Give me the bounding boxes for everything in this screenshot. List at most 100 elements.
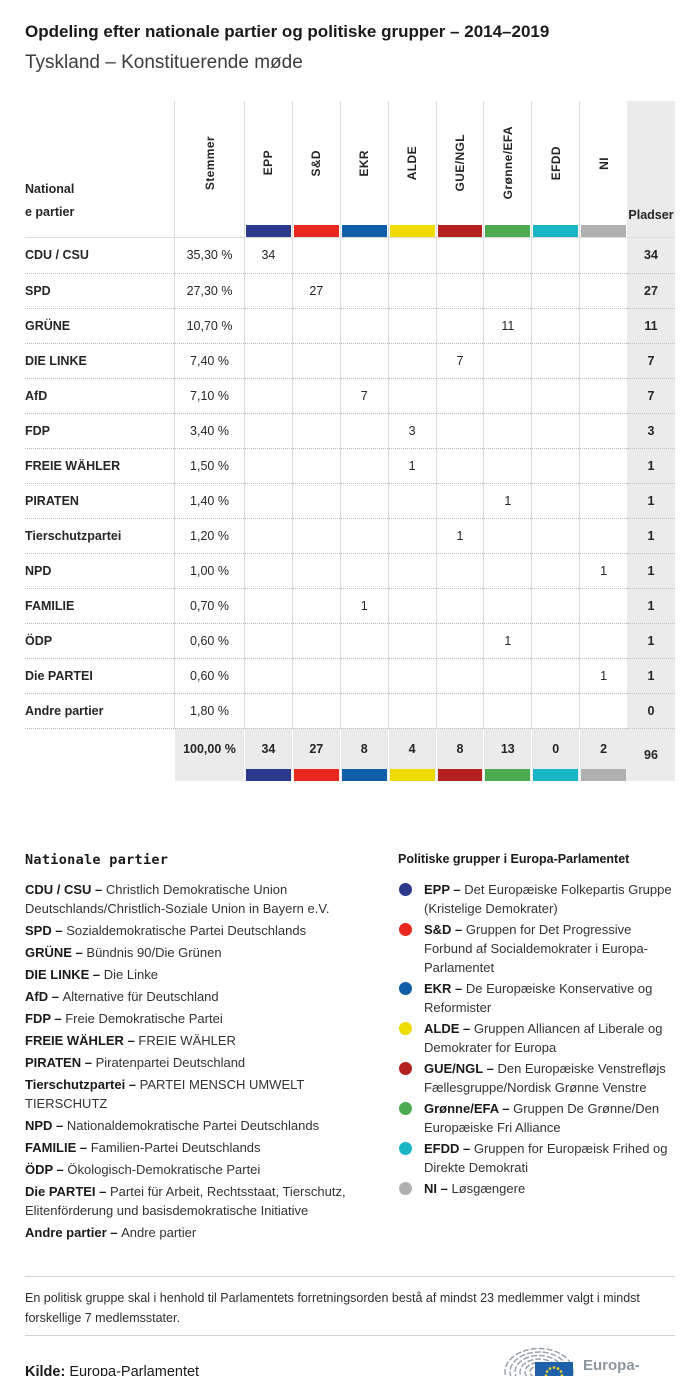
- group-name-label: Grønne/EFA: [500, 126, 515, 200]
- seat-count-cell: [244, 378, 292, 413]
- seat-count-cell: [339, 623, 388, 658]
- group-full-name: Gruppen for Det Progressive Forbund af S…: [424, 922, 649, 975]
- seats-total-cell: 0: [627, 693, 675, 728]
- seat-count-cell: [387, 553, 436, 588]
- col-header-stemmer: Stemmer: [174, 101, 244, 238]
- seat-count-cell: [244, 413, 292, 448]
- group-color-dot: [399, 883, 412, 896]
- seat-count-cell: [339, 308, 388, 343]
- seat-count-cell: [531, 588, 580, 623]
- votes-value: 7,10 %: [174, 378, 244, 413]
- party-abbreviation: FAMILIE –: [25, 1140, 91, 1155]
- logo-text-line1: Europa-: [583, 1357, 640, 1374]
- seat-count-cell: [387, 483, 436, 518]
- party-full-name: Christlich Demokratische Union Deutschla…: [25, 882, 330, 916]
- group-abbreviation: S&D –: [424, 922, 466, 937]
- seat-count-cell: [435, 238, 484, 273]
- group-color-bar: [485, 769, 531, 781]
- party-full-name: Ökologisch-Demokratische Partei: [67, 1162, 261, 1177]
- group-abbreviation: EKR –: [424, 981, 466, 996]
- seat-count-cell: [483, 378, 532, 413]
- group-color-bar: [293, 225, 339, 237]
- col-header-label-line: National: [25, 182, 75, 196]
- seat-count-cell: [387, 238, 436, 273]
- group-name-label: EPP: [261, 150, 276, 176]
- party-full-name: Alternative für Deutschland: [62, 989, 219, 1004]
- seat-count-cell: [483, 343, 532, 378]
- group-color-dot: [399, 982, 412, 995]
- party-full-name: FREIE WÄHLER: [138, 1033, 236, 1048]
- seats-total-cell: 1: [627, 588, 675, 623]
- seat-count-cell: 3: [387, 413, 436, 448]
- group-color-bar: [581, 769, 626, 781]
- seat-count-cell: [339, 343, 388, 378]
- political-groups-heading: Politiske grupper i Europa-Parlamentet: [398, 852, 630, 866]
- seat-count-cell: [244, 588, 292, 623]
- seat-count-cell: [483, 273, 532, 308]
- party-full-name: Nationaldemokratische Partei Deutschland…: [66, 1118, 320, 1133]
- party-abbreviation: SPD –: [25, 923, 67, 938]
- group-color-dot: [399, 1062, 412, 1075]
- group-color-bar: [581, 225, 626, 237]
- total-seat-count: 13: [483, 728, 532, 781]
- seat-count-cell: 7: [339, 378, 388, 413]
- total-seat-count: 27: [291, 728, 340, 781]
- seat-count-cell: [531, 448, 580, 483]
- group-color-bar: [341, 769, 387, 781]
- group-full-name: De Europæiske Konservative og Reformiste…: [424, 981, 653, 1015]
- votes-value: 0,70 %: [174, 588, 244, 623]
- seat-count-cell: [387, 308, 436, 343]
- party-name: FREIE WÄHLER: [25, 448, 174, 483]
- seat-count-cell: [579, 273, 627, 308]
- seat-count-cell: [291, 553, 340, 588]
- footnote: En politisk gruppe skal i henhold til Pa…: [25, 1291, 640, 1325]
- party-name: AfD: [25, 378, 174, 413]
- ep-hemicycle-logo-icon: Europa- Parlamentet: [504, 1347, 669, 1376]
- seat-count-cell: 1: [339, 588, 388, 623]
- votes-value: 0,60 %: [174, 658, 244, 693]
- seat-count-cell: [339, 413, 388, 448]
- national-parties-entries: CDU / CSU – Christlich Demokratische Uni…: [25, 880, 377, 1242]
- seat-count-cell: [291, 238, 340, 273]
- page-subtitle: Tyskland – Konstituerende møde: [25, 52, 303, 73]
- national-parties-heading: Nationale partier: [25, 852, 169, 868]
- col-header-label: Stemmer: [202, 135, 217, 191]
- party-full-name: Piratenpartei Deutschland: [95, 1055, 246, 1070]
- national-party-entry: AfD – Alternative für Deutschland: [25, 987, 377, 1006]
- seats-total-cell: 1: [627, 553, 675, 588]
- political-group-entry: GUE/NGL – Den Europæiske Venstrefløjs Fæ…: [398, 1059, 675, 1097]
- seat-count-cell: [531, 308, 580, 343]
- seat-count-cell: [291, 343, 340, 378]
- party-name: CDU / CSU: [25, 248, 89, 262]
- seat-count-cell: [531, 518, 580, 553]
- party-abbreviation: PIRATEN –: [25, 1055, 96, 1070]
- seat-count-cell: [244, 343, 292, 378]
- group-color-dot: [399, 1022, 412, 1035]
- group-color-bar: [389, 769, 435, 781]
- seat-count-cell: [244, 483, 292, 518]
- seat-count-cell: [291, 623, 340, 658]
- group-name-label: EFDD: [548, 145, 563, 181]
- votes-value: 1,00 %: [174, 553, 244, 588]
- national-party-entry: SPD – Sozialdemokratische Partei Deutsch…: [25, 921, 377, 940]
- european-parliament-logo: Europa- Parlamentet: [497, 1346, 675, 1376]
- political-group-entry: EPP – Det Europæiske Folkepartis Gruppe …: [398, 880, 675, 918]
- page-title: Opdeling efter nationale partier og poli…: [25, 22, 550, 41]
- seat-count-cell: 1: [387, 448, 436, 483]
- national-parties-legend: Nationale partier CDU / CSU – Christlich…: [25, 852, 377, 1245]
- party-abbreviation: AfD –: [25, 989, 63, 1004]
- col-header-group: EKR: [339, 101, 388, 238]
- seat-count-cell: [244, 273, 292, 308]
- col-header-group: EFDD: [531, 101, 580, 238]
- group-description: EPP – Det Europæiske Folkepartis Gruppe …: [424, 880, 675, 918]
- seat-count-cell: [579, 448, 627, 483]
- seats-total-cell: 7: [627, 378, 675, 413]
- group-color-dot: [399, 923, 412, 936]
- seat-count-cell: [339, 518, 388, 553]
- party-abbreviation: ÖDP –: [25, 1162, 68, 1177]
- party-abbreviation: FDP –: [25, 1011, 66, 1026]
- party-name: DIE LINKE: [25, 343, 174, 378]
- party-full-name: Bündnis 90/Die Grünen: [86, 945, 222, 960]
- source-value: Europa-Parlamentet: [69, 1364, 200, 1376]
- group-name-label: NI: [596, 156, 611, 170]
